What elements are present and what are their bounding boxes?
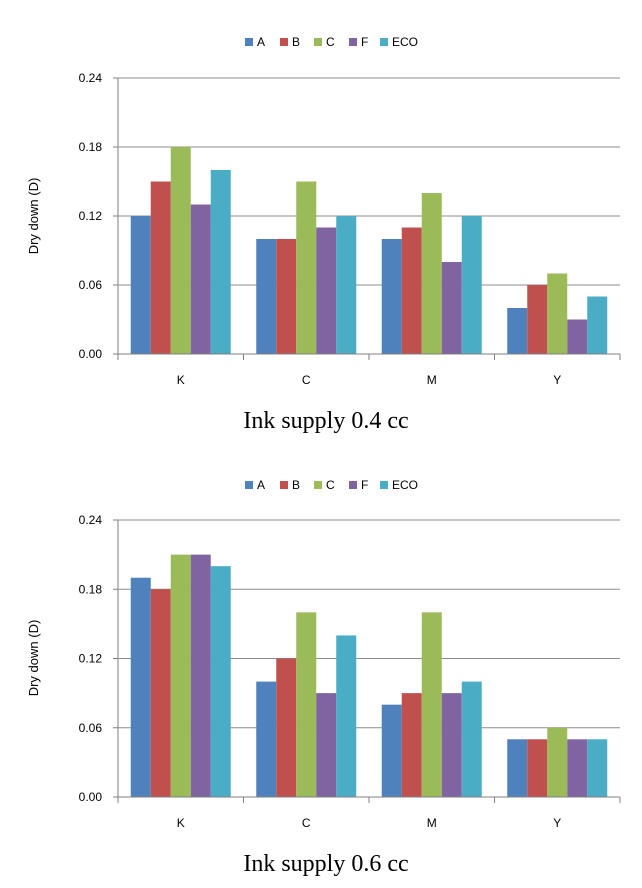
y-tick-label: 0.12 — [79, 209, 103, 223]
legend: A B C F ECO — [245, 478, 418, 492]
y-tick-label: 0.18 — [79, 140, 103, 154]
y-tick-label: 0.12 — [79, 652, 103, 666]
bar-b-y — [527, 285, 548, 354]
legend-swatch-c — [314, 38, 322, 46]
legend-label-f: F — [361, 478, 368, 492]
legend-label-b: B — [292, 35, 300, 49]
x-tick-label: Y — [553, 816, 561, 830]
y-tick-label: 0.06 — [79, 721, 103, 735]
bar-c-m — [421, 193, 442, 354]
legend-label-f: F — [361, 35, 368, 49]
legend-label-c: C — [326, 35, 335, 49]
bar-f-m — [441, 262, 462, 354]
legend-swatch-f — [349, 481, 357, 489]
bar-c-c — [296, 612, 317, 797]
bar-c-m — [421, 612, 442, 797]
bar-eco-m — [461, 216, 482, 354]
bar-c-y — [547, 273, 568, 354]
y-axis-title: Dry down (D) — [26, 620, 41, 697]
bar-b-c — [276, 658, 297, 797]
bar-eco-k — [210, 170, 231, 354]
chart-caption: Ink supply 0.4 cc — [243, 408, 408, 434]
bar-a-c — [256, 239, 277, 354]
bar-b-c — [276, 239, 297, 354]
bar-f-k — [190, 554, 211, 797]
bar-c-k — [170, 147, 191, 354]
chart-caption: Ink supply 0.6 cc — [243, 851, 408, 877]
legend-swatch-eco — [380, 481, 388, 489]
bar-b-k — [150, 181, 171, 354]
bar-a-k — [130, 216, 151, 354]
legend-swatch-f — [349, 38, 357, 46]
bar-a-y — [507, 308, 528, 354]
bar-b-m — [401, 693, 422, 797]
legend-label-eco: ECO — [392, 35, 418, 49]
legend-label-b: B — [292, 478, 300, 492]
y-tick-label: 0.00 — [79, 347, 103, 361]
y-tick-label: 0.24 — [79, 71, 103, 85]
chart-ink-supply-0.6: 0.00 0.06 0.12 0.18 0.24 Dry down (D) K C M Y A B C F… — [26, 478, 621, 877]
bar-b-m — [401, 227, 422, 354]
x-tick-label: C — [302, 816, 311, 830]
bar-f-c — [316, 693, 337, 797]
bar-c-c — [296, 181, 317, 354]
bar-f-k — [190, 204, 211, 354]
legend-label-c: C — [326, 478, 335, 492]
y-tick-label: 0.18 — [79, 582, 103, 596]
x-tick-label: M — [427, 373, 437, 387]
bar-a-m — [381, 239, 402, 354]
legend-swatch-c — [314, 481, 322, 489]
bar-a-k — [130, 577, 151, 797]
bar-a-m — [381, 704, 402, 797]
x-tick-label: K — [177, 816, 185, 830]
y-tick-label: 0.00 — [79, 790, 103, 804]
legend-swatch-eco — [380, 38, 388, 46]
bar-b-k — [150, 589, 171, 797]
legend-swatch-b — [280, 38, 288, 46]
bar-f-m — [441, 693, 462, 797]
legend-swatch-b — [280, 481, 288, 489]
bar-eco-y — [587, 296, 608, 354]
bar-a-c — [256, 681, 277, 797]
legend-swatch-a — [245, 38, 253, 46]
bar-f-y — [567, 319, 588, 354]
bar-b-y — [527, 739, 548, 797]
x-tick-label: K — [177, 373, 185, 387]
bar-eco-k — [210, 566, 231, 797]
legend-swatch-a — [245, 481, 253, 489]
y-tick-label: 0.24 — [79, 513, 103, 527]
x-tick-label: C — [302, 373, 311, 387]
bar-eco-m — [461, 681, 482, 797]
bar-eco-c — [336, 635, 357, 797]
legend: A B C F ECO — [245, 35, 418, 49]
bar-c-k — [170, 554, 191, 797]
bar-eco-y — [587, 739, 608, 797]
bar-eco-c — [336, 216, 357, 354]
x-tick-label: Y — [553, 373, 561, 387]
bar-f-y — [567, 739, 588, 797]
y-tick-label: 0.06 — [79, 278, 103, 292]
bar-f-c — [316, 227, 337, 354]
chart-ink-supply-0.4: 0.00 0.06 0.12 0.18 0.24 Dry down (D) K C M Y A B C F… — [26, 35, 621, 434]
x-tick-label: M — [427, 816, 437, 830]
legend-label-a: A — [257, 35, 265, 49]
bar-a-y — [507, 739, 528, 797]
legend-label-eco: ECO — [392, 478, 418, 492]
bar-c-y — [547, 727, 568, 797]
legend-label-a: A — [257, 478, 265, 492]
y-axis-title: Dry down (D) — [26, 178, 41, 255]
